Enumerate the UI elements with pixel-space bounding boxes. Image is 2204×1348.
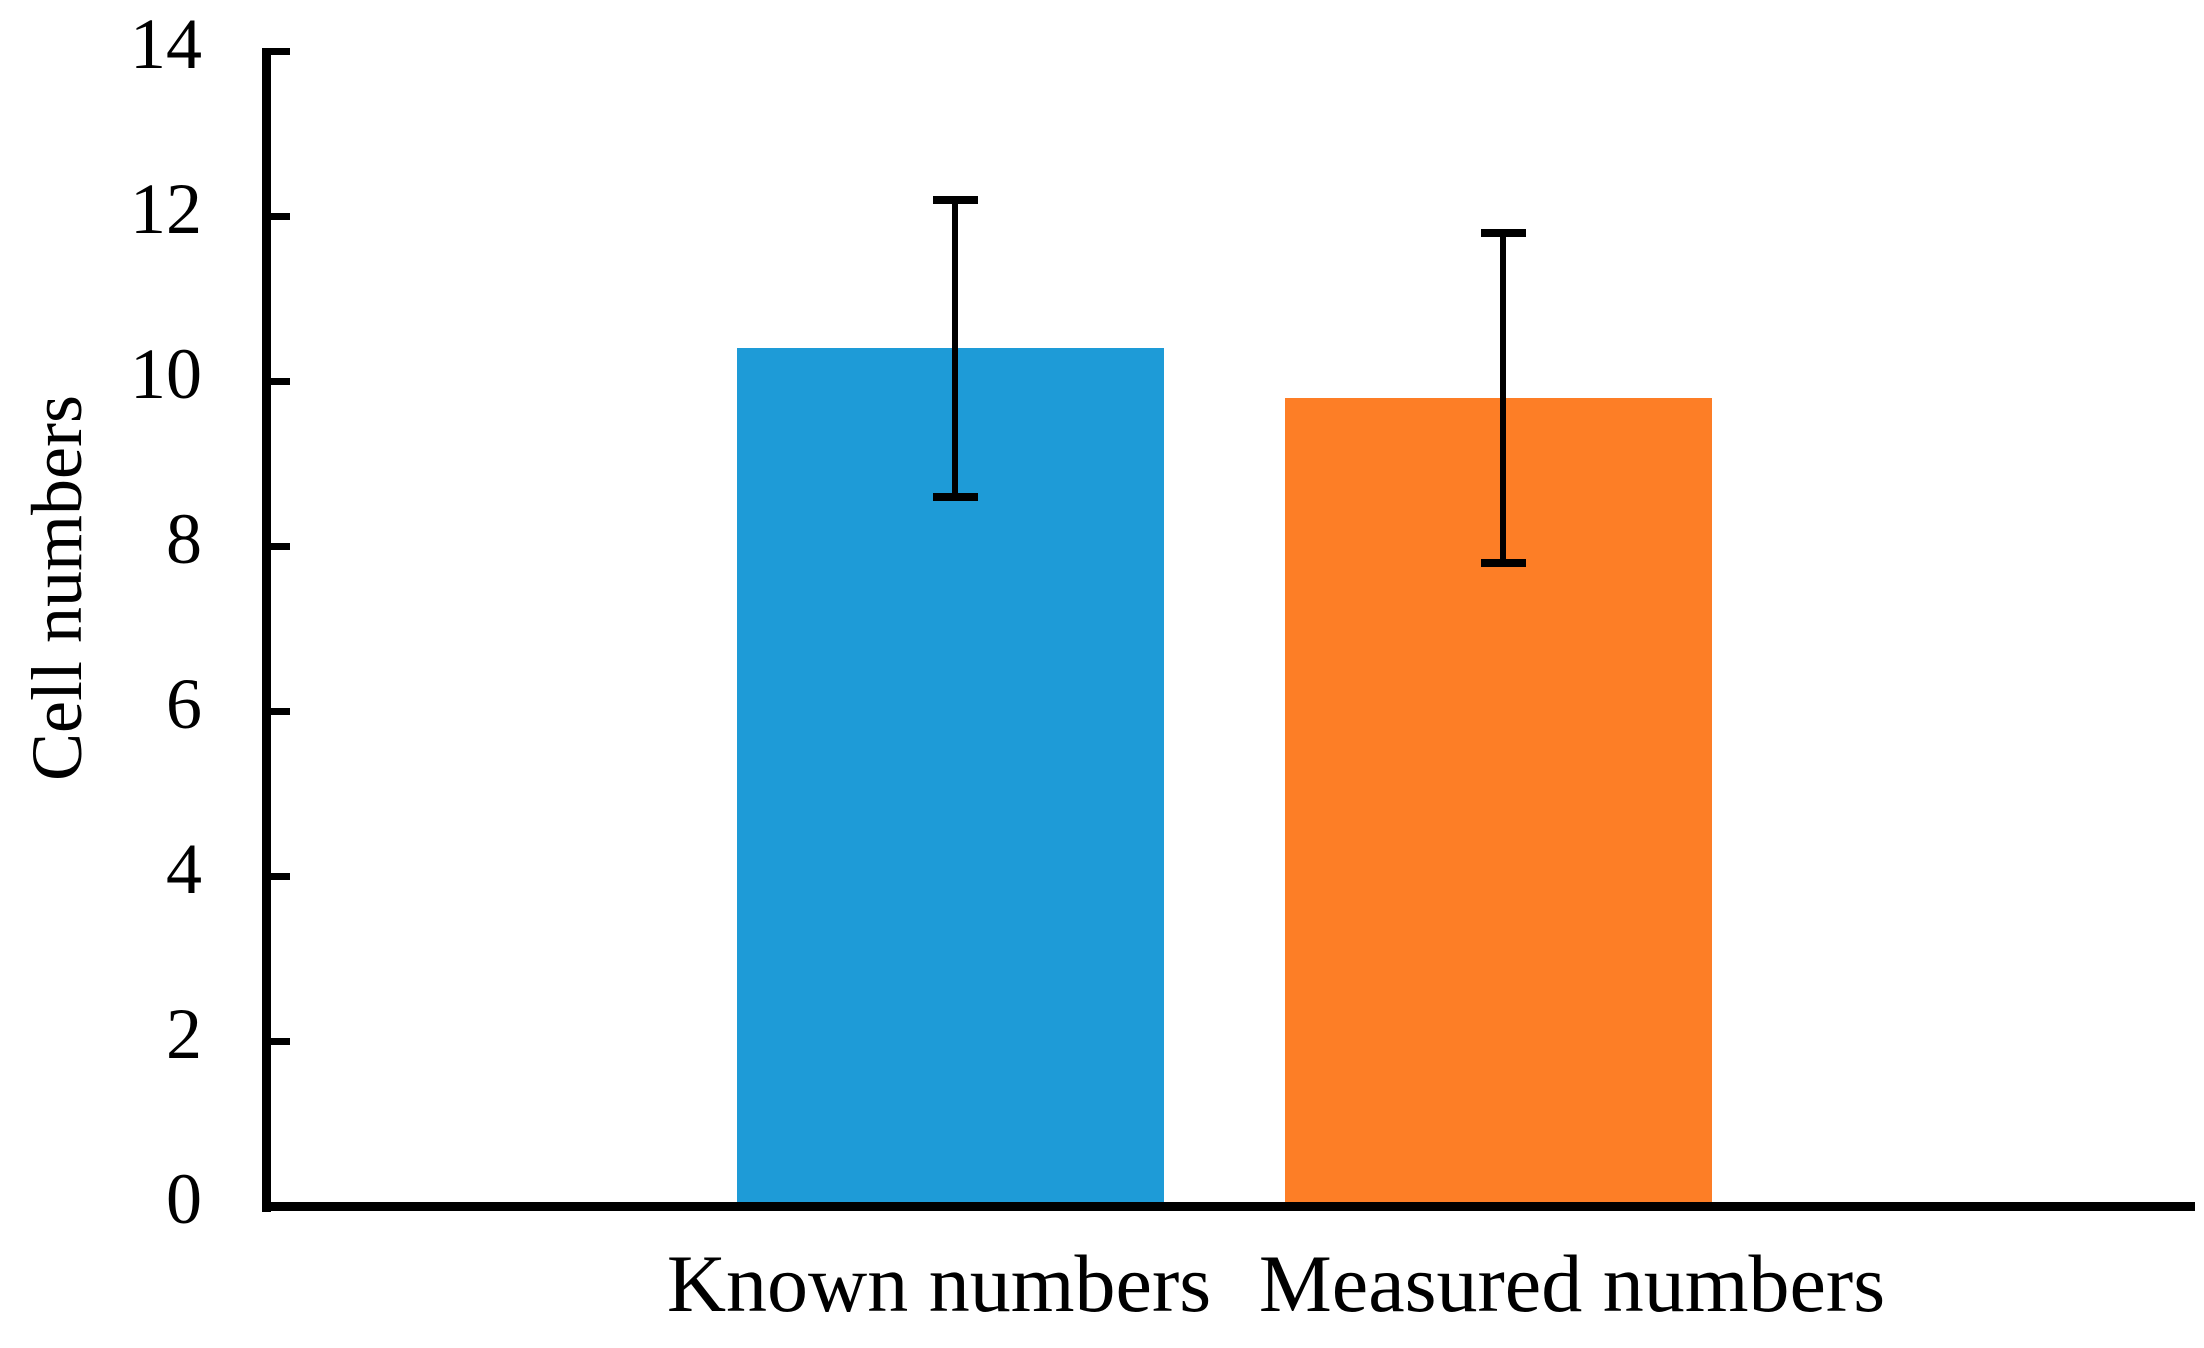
y-tick-mark-6 xyxy=(268,708,290,715)
error-bar-line-measured-numbers xyxy=(1500,232,1506,563)
y-axis-line xyxy=(262,48,271,1212)
error-bar-cap-bottom-measured-numbers xyxy=(1480,558,1526,567)
y-tick-label-0: 0 xyxy=(166,1159,202,1239)
y-tick-label-8: 8 xyxy=(166,499,202,579)
y-tick-mark-12 xyxy=(268,213,290,220)
x-axis-line xyxy=(262,1202,2195,1211)
error-bar-cap-top-known-numbers xyxy=(932,195,978,204)
error-bar-line-known-numbers xyxy=(952,199,958,497)
error-bar-cap-bottom-known-numbers xyxy=(932,492,978,501)
y-tick-mark-4 xyxy=(268,873,290,880)
y-tick-label-6: 6 xyxy=(166,664,202,744)
y-tick-label-14: 14 xyxy=(130,4,202,84)
y-tick-label-12: 12 xyxy=(130,169,202,249)
y-tick-mark-8 xyxy=(268,543,290,550)
x-axis-label-known-numbers: Known numbers xyxy=(666,1238,1212,1329)
x-axis-label-measured-numbers: Measured numbers xyxy=(1258,1238,1886,1329)
y-axis-title: Cell numbers xyxy=(17,395,97,781)
error-bar-cap-top-measured-numbers xyxy=(1480,228,1526,237)
y-tick-label-2: 2 xyxy=(166,994,202,1074)
y-tick-mark-10 xyxy=(268,378,290,385)
bar-measured-numbers xyxy=(1284,397,1712,1206)
y-tick-mark-2 xyxy=(268,1038,290,1045)
y-tick-label-10: 10 xyxy=(130,334,202,414)
y-tick-label-4: 4 xyxy=(166,829,202,909)
y-tick-mark-14 xyxy=(268,48,290,55)
bar-known-numbers xyxy=(736,348,1164,1206)
